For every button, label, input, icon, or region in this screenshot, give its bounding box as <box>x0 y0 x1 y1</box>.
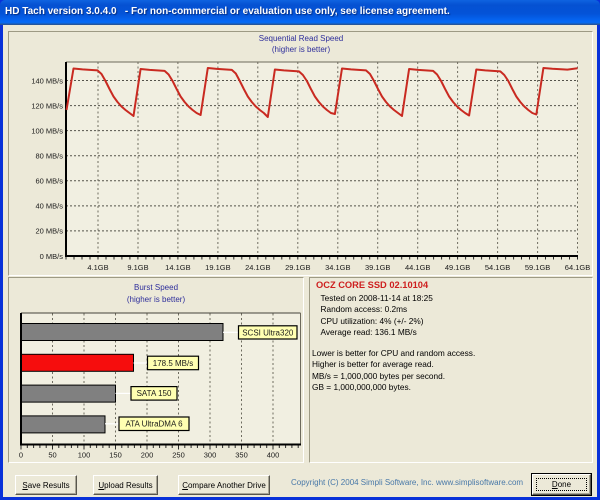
svg-text:SCSI Ultra320: SCSI Ultra320 <box>242 328 294 337</box>
svg-text:150: 150 <box>109 451 122 460</box>
svg-text:44.1GB: 44.1GB <box>405 263 430 272</box>
svg-text:100: 100 <box>78 451 91 460</box>
svg-text:50: 50 <box>48 451 56 460</box>
svg-text:140 MB/s: 140 MB/s <box>31 76 63 85</box>
svg-text:54.1GB: 54.1GB <box>485 263 510 272</box>
svg-text:120 MB/s: 120 MB/s <box>31 101 63 110</box>
svg-text:250: 250 <box>172 451 185 460</box>
svg-text:60 MB/s: 60 MB/s <box>35 177 63 186</box>
svg-text:100 MB/s: 100 MB/s <box>31 126 63 135</box>
svg-text:80 MB/s: 80 MB/s <box>35 152 63 161</box>
svg-text:40 MB/s: 40 MB/s <box>35 202 63 211</box>
svg-text:29.1GB: 29.1GB <box>285 263 310 272</box>
svg-text:9.1GB: 9.1GB <box>127 263 148 272</box>
svg-text:19.1GB: 19.1GB <box>205 263 230 272</box>
svg-text:4.1GB: 4.1GB <box>87 263 108 272</box>
svg-text:350: 350 <box>235 451 248 460</box>
svg-text:59.1GB: 59.1GB <box>525 263 550 272</box>
svg-text:ATA UltraDMA 6: ATA UltraDMA 6 <box>125 420 183 429</box>
svg-text:39.1GB: 39.1GB <box>365 263 390 272</box>
svg-text:200: 200 <box>141 451 154 460</box>
svg-text:0: 0 <box>19 451 23 460</box>
svg-text:14.1GB: 14.1GB <box>165 263 190 272</box>
svg-text:SATA 150: SATA 150 <box>137 389 172 398</box>
svg-text:64.1GB: 64.1GB <box>565 263 590 272</box>
svg-text:34.1GB: 34.1GB <box>325 263 350 272</box>
svg-text:49.1GB: 49.1GB <box>445 263 470 272</box>
svg-text:24.1GB: 24.1GB <box>245 263 270 272</box>
svg-text:0 MB/s: 0 MB/s <box>40 252 64 261</box>
svg-text:400: 400 <box>267 451 280 460</box>
svg-text:178.5 MB/s: 178.5 MB/s <box>153 359 193 368</box>
svg-text:20 MB/s: 20 MB/s <box>35 227 63 236</box>
svg-text:300: 300 <box>204 451 217 460</box>
